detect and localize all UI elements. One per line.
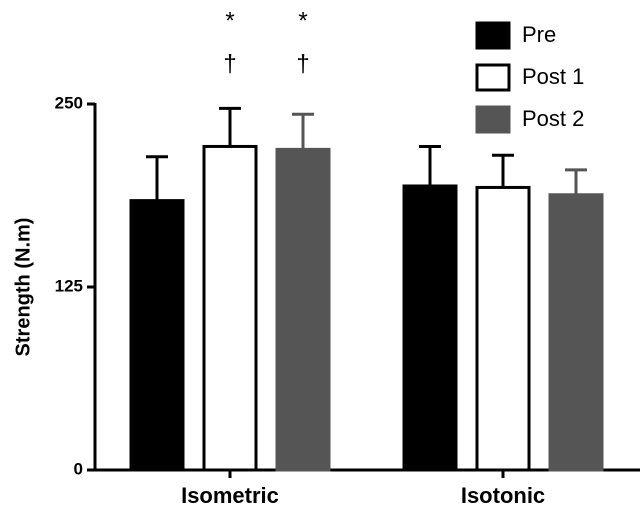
annotation: † [296, 50, 309, 77]
annotation: * [298, 7, 307, 34]
legend-label: Pre [522, 22, 556, 47]
bar [548, 193, 604, 472]
x-tick-label: Isometric [181, 483, 279, 508]
bar [202, 144, 258, 472]
bar [275, 147, 331, 472]
bar [402, 184, 458, 472]
legend-label: Post 2 [522, 106, 584, 131]
y-tick-label: 250 [55, 93, 83, 112]
y-tick-label: 0 [74, 459, 83, 478]
legend-swatch [475, 63, 511, 92]
x-tick-label: Isotonic [461, 483, 545, 508]
legend-label: Post 1 [522, 64, 584, 89]
bar [129, 199, 185, 472]
bar [475, 185, 531, 472]
y-tick-label: 125 [55, 276, 83, 295]
annotation: † [223, 50, 236, 77]
legend-swatch [475, 105, 511, 134]
annotation: * [225, 7, 234, 34]
y-axis-label: Strength (N.m) [12, 218, 34, 357]
legend-swatch [475, 21, 511, 50]
